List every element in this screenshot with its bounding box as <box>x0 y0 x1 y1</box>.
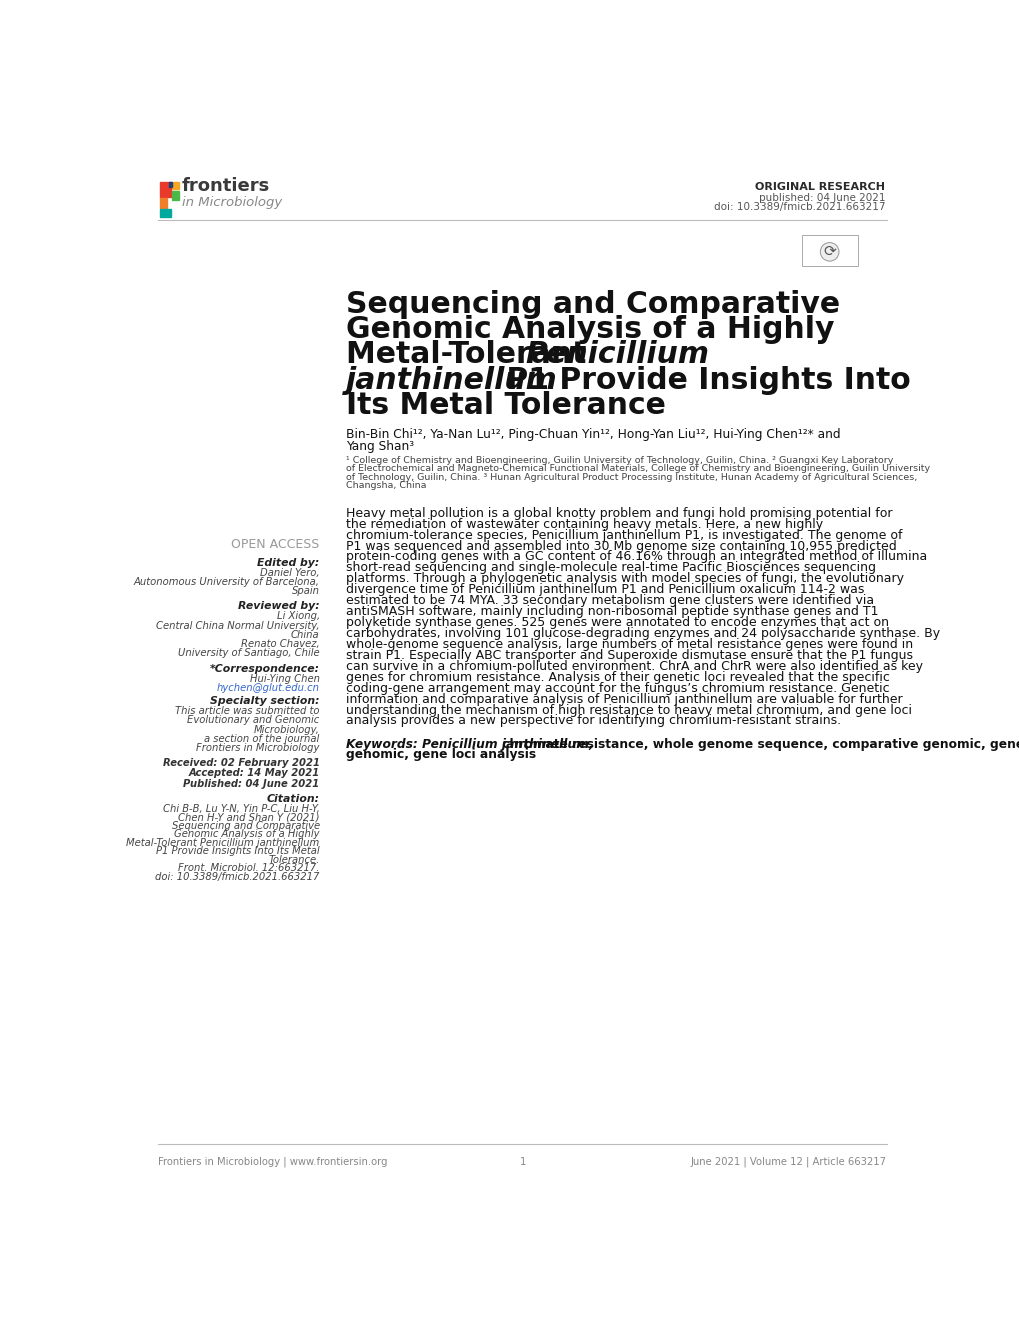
Text: Genomic Analysis of a Highly: Genomic Analysis of a Highly <box>345 315 834 344</box>
Bar <box>172 182 179 190</box>
Text: genomic, gene loci analysis: genomic, gene loci analysis <box>345 749 536 761</box>
Text: hychen@glut.edu.cn: hychen@glut.edu.cn <box>216 684 319 693</box>
Text: Metal-Tolerant Penicillium janthinellum: Metal-Tolerant Penicillium janthinellum <box>126 838 319 848</box>
Bar <box>160 198 167 208</box>
Text: P1 Provide Insights Into Its Metal: P1 Provide Insights Into Its Metal <box>156 846 319 856</box>
Text: understanding the mechanism of high resistance to heavy metal chromium, and gene: understanding the mechanism of high resi… <box>345 704 911 717</box>
Text: 1: 1 <box>519 1156 526 1167</box>
Text: Genomic Analysis of a Highly: Genomic Analysis of a Highly <box>174 829 319 840</box>
Circle shape <box>819 243 838 262</box>
Text: chromate resistance, whole genome sequence, comparative genomic, gene loci analy: chromate resistance, whole genome sequen… <box>497 738 1019 750</box>
Text: frontiers: frontiers <box>181 176 270 195</box>
Bar <box>168 182 171 187</box>
Text: Sequencing and Comparative: Sequencing and Comparative <box>171 821 319 830</box>
Text: Changsha, China: Changsha, China <box>345 482 426 490</box>
Text: protein-coding genes with a GC content of 46.16% through an integrated method of: protein-coding genes with a GC content o… <box>345 550 926 563</box>
Text: Hui-Ying Chen: Hui-Ying Chen <box>250 674 319 684</box>
Text: Citation:: Citation: <box>266 794 319 804</box>
Text: Edited by:: Edited by: <box>257 558 319 567</box>
Text: Frontiers in Microbiology | www.frontiersin.org: Frontiers in Microbiology | www.frontier… <box>158 1156 387 1167</box>
Text: This article was submitted to: This article was submitted to <box>175 706 319 716</box>
Text: Accepted: 14 May 2021: Accepted: 14 May 2021 <box>189 769 319 778</box>
Text: whole-genome sequence analysis, large numbers of metal resistance genes were fou: whole-genome sequence analysis, large nu… <box>345 638 912 651</box>
Text: chromium-tolerance species, Penicillium janthinellum P1, is investigated. The ge: chromium-tolerance species, Penicillium … <box>345 529 902 542</box>
Text: Published: 04 June 2021: Published: 04 June 2021 <box>183 778 319 789</box>
Text: estimated to be 74 MYA. 33 secondary metabolism gene clusters were identified vi: estimated to be 74 MYA. 33 secondary met… <box>345 594 873 607</box>
Text: antiSMASH software, mainly including non-ribosomal peptide synthase genes and T1: antiSMASH software, mainly including non… <box>345 605 877 618</box>
Text: janthinellum: janthinellum <box>345 366 557 395</box>
Text: a section of the journal: a section of the journal <box>204 734 319 744</box>
Text: Tolerance.: Tolerance. <box>268 854 319 865</box>
Text: published: 04 June 2021: published: 04 June 2021 <box>758 192 884 203</box>
Text: of Electrochemical and Magneto-Chemical Functional Materials, College of Chemist: of Electrochemical and Magneto-Chemical … <box>345 465 929 474</box>
Text: Metal-Tolerant: Metal-Tolerant <box>345 340 596 370</box>
Text: Renato Chavez,: Renato Chavez, <box>240 639 319 649</box>
Text: *Correspondence:: *Correspondence: <box>210 663 319 674</box>
Text: Spain: Spain <box>291 586 319 595</box>
Text: Specialty section:: Specialty section: <box>210 696 319 706</box>
Text: Yang Shan³: Yang Shan³ <box>345 439 414 453</box>
Text: updates: updates <box>815 244 843 251</box>
Text: ¹ College of Chemistry and Bioengineering, Guilin University of Technology, Guil: ¹ College of Chemistry and Bioengineerin… <box>345 455 893 465</box>
Bar <box>172 191 179 200</box>
Text: University of Santiago, Chile: University of Santiago, Chile <box>178 649 319 658</box>
Text: coding-gene arrangement may account for the fungus’s chromium resistance. Geneti: coding-gene arrangement may account for … <box>345 682 889 694</box>
Text: P1 Provide Insights Into: P1 Provide Insights Into <box>495 366 910 395</box>
Text: Penicillium: Penicillium <box>526 340 709 370</box>
Text: P1 was sequenced and assembled into 30 Mb genome size containing 10,955 predicte: P1 was sequenced and assembled into 30 M… <box>345 539 896 553</box>
Text: in Microbiology: in Microbiology <box>181 196 281 210</box>
Text: OPEN ACCESS: OPEN ACCESS <box>231 538 319 550</box>
Text: Check for: Check for <box>812 239 846 246</box>
Text: short-read sequencing and single-molecule real-time Pacific Biosciences sequenci: short-read sequencing and single-molecul… <box>345 562 875 574</box>
Text: carbohydrates, involving 101 glucose-degrading enzymes and 24 polysaccharide syn: carbohydrates, involving 101 glucose-deg… <box>345 627 940 639</box>
Text: can survive in a chromium-polluted environment. ChrA and ChrR were also identifi: can survive in a chromium-polluted envir… <box>345 659 922 673</box>
Text: platforms. Through a phylogenetic analysis with model species of fungi, the evol: platforms. Through a phylogenetic analys… <box>345 573 903 585</box>
Text: Sequencing and Comparative: Sequencing and Comparative <box>345 290 840 319</box>
Text: Daniel Yero,: Daniel Yero, <box>260 567 319 578</box>
Text: Bin-Bin Chi¹², Ya-Nan Lu¹², Ping-Chuan Yin¹², Hong-Yan Liu¹², Hui-Ying Chen¹²* a: Bin-Bin Chi¹², Ya-Nan Lu¹², Ping-Chuan Y… <box>345 429 840 441</box>
Text: China: China <box>290 630 319 639</box>
Bar <box>160 210 171 218</box>
Text: doi: 10.3389/fmicb.2021.663217: doi: 10.3389/fmicb.2021.663217 <box>713 202 884 212</box>
Text: ⟳: ⟳ <box>822 244 836 259</box>
Text: divergence time of Penicillium janthinellum P1 and Penicillium oxalicum 114-2 wa: divergence time of Penicillium janthinel… <box>345 583 863 597</box>
Text: Its Metal Tolerance: Its Metal Tolerance <box>345 391 665 421</box>
Text: Microbiology,: Microbiology, <box>254 725 319 734</box>
Text: the remediation of wastewater containing heavy metals. Here, a new highly: the remediation of wastewater containing… <box>345 518 822 530</box>
Bar <box>160 182 171 198</box>
Text: information and comparative analysis of Penicillium janthinellum are valuable fo: information and comparative analysis of … <box>345 693 902 706</box>
Text: polyketide synthase genes. 525 genes were annotated to encode enzymes that act o: polyketide synthase genes. 525 genes wer… <box>345 615 889 629</box>
Text: Keywords: Penicillium janthinellum,: Keywords: Penicillium janthinellum, <box>345 738 593 750</box>
FancyBboxPatch shape <box>801 235 857 266</box>
Text: Chi B-B, Lu Y-N, Yin P-C, Liu H-Y,: Chi B-B, Lu Y-N, Yin P-C, Liu H-Y, <box>163 804 319 814</box>
Text: Frontiers in Microbiology: Frontiers in Microbiology <box>196 744 319 753</box>
Text: analysis provides a new perspective for identifying chromium-resistant strains.: analysis provides a new perspective for … <box>345 714 841 728</box>
Text: Central China Normal University,: Central China Normal University, <box>156 621 319 630</box>
Text: Evolutionary and Genomic: Evolutionary and Genomic <box>187 716 319 725</box>
Text: genes for chromium resistance. Analysis of their genetic loci revealed that the : genes for chromium resistance. Analysis … <box>345 670 889 684</box>
Text: Received: 02 February 2021: Received: 02 February 2021 <box>163 758 319 769</box>
Text: Heavy metal pollution is a global knotty problem and fungi hold promising potent: Heavy metal pollution is a global knotty… <box>345 507 892 519</box>
Text: strain P1. Especially ABC transporter and Superoxide dismutase ensure that the P: strain P1. Especially ABC transporter an… <box>345 649 912 662</box>
Text: Front. Microbiol. 12:663217.: Front. Microbiol. 12:663217. <box>178 864 319 873</box>
Text: doi: 10.3389/fmicb.2021.663217: doi: 10.3389/fmicb.2021.663217 <box>155 872 319 881</box>
Text: Autonomous University of Barcelona,: Autonomous University of Barcelona, <box>133 577 319 587</box>
Text: of Technology, Guilin, China. ³ Hunan Agricultural Product Processing Institute,: of Technology, Guilin, China. ³ Hunan Ag… <box>345 473 916 482</box>
Text: Reviewed by:: Reviewed by: <box>237 601 319 611</box>
Text: June 2021 | Volume 12 | Article 663217: June 2021 | Volume 12 | Article 663217 <box>690 1156 887 1167</box>
Text: ORIGINAL RESEARCH: ORIGINAL RESEARCH <box>755 182 884 192</box>
Text: Chen H-Y and Shan Y (2021): Chen H-Y and Shan Y (2021) <box>178 813 319 822</box>
Text: Li Xiong,: Li Xiong, <box>276 611 319 621</box>
